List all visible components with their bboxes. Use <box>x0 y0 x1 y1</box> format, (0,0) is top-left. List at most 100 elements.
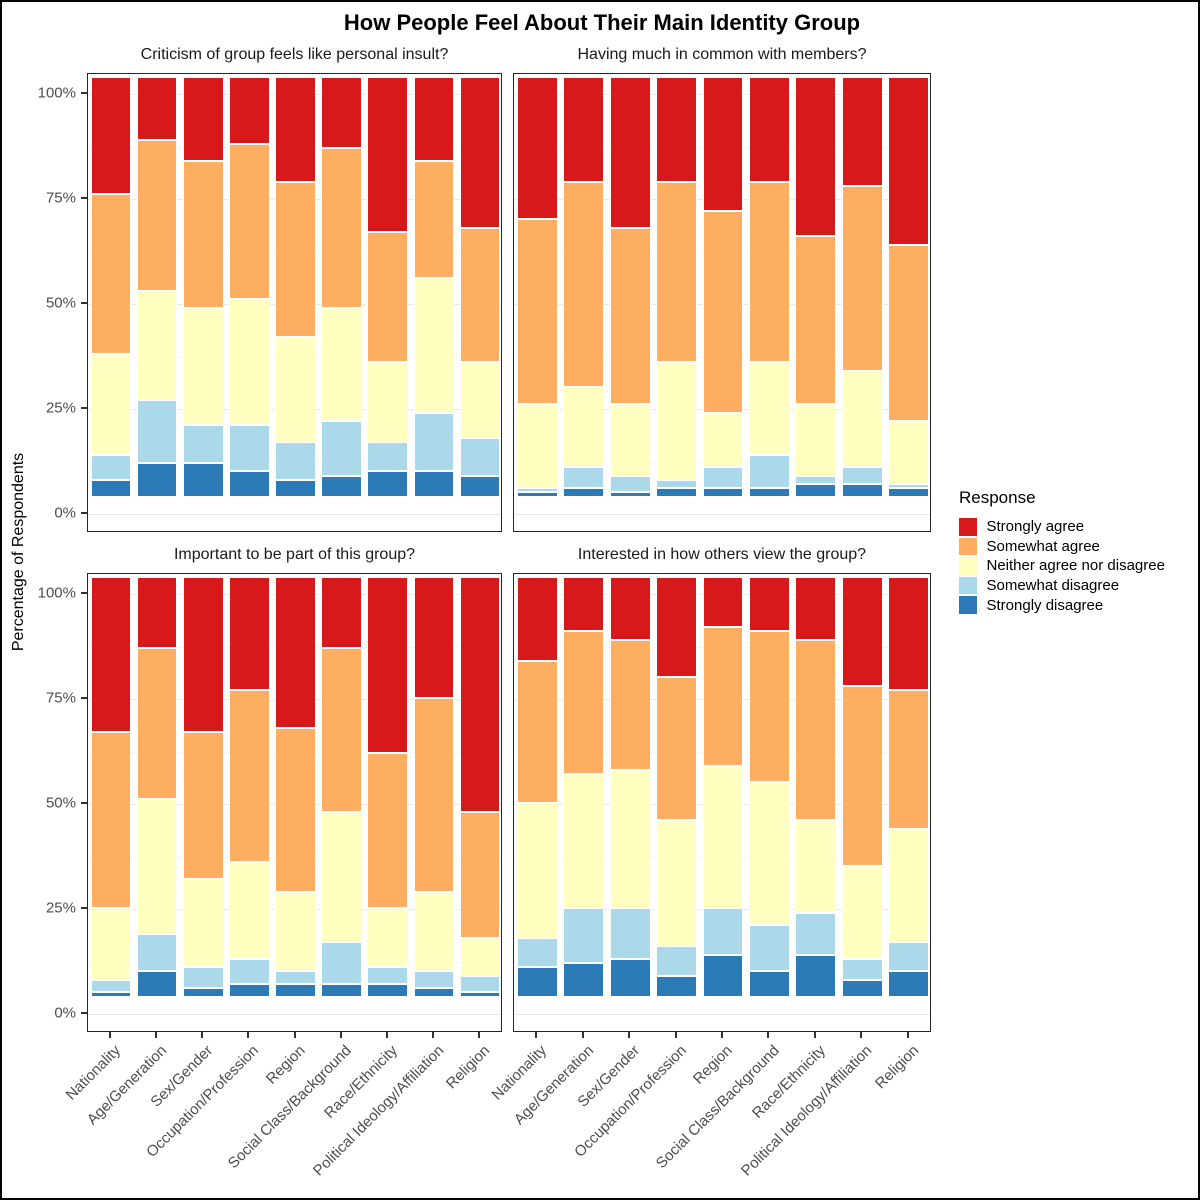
bar-sex-gender <box>609 74 651 514</box>
y-tick-mark <box>81 592 87 594</box>
x-tick-label-region: Region <box>690 1042 737 1088</box>
segment-somewhat-agree <box>229 689 270 863</box>
segment-somewhat-disagree <box>795 475 837 484</box>
segment-somewhat-agree <box>321 147 362 308</box>
bar-sex-gender <box>182 574 224 1014</box>
segment-strongly-agree <box>609 576 651 640</box>
segment-somewhat-disagree <box>136 933 178 972</box>
legend-swatch-strongly-disagree <box>959 596 977 614</box>
bar-political-ideology-affiliation <box>841 74 883 514</box>
segment-somewhat-agree <box>563 181 605 388</box>
segment-somewhat-agree <box>136 139 178 291</box>
segment-neither-agree-nor-disagree <box>136 290 178 400</box>
segment-strongly-disagree <box>841 979 883 997</box>
segment-somewhat-disagree <box>459 437 501 476</box>
x-tick-mark <box>247 1032 250 1038</box>
segment-strongly-agree <box>795 576 837 640</box>
bar-race-ethnicity <box>367 574 408 1014</box>
x-tick-mark <box>201 1032 204 1038</box>
x-tick-mark <box>339 1032 342 1038</box>
x-tick-mark <box>155 1032 158 1038</box>
segment-somewhat-agree <box>136 647 178 800</box>
segment-somewhat-agree <box>367 231 408 363</box>
segment-neither-agree-nor-disagree <box>413 278 455 413</box>
segment-somewhat-agree <box>702 626 744 766</box>
segment-strongly-agree <box>563 576 605 632</box>
bar-political-ideology-affiliation <box>413 74 455 514</box>
segment-strongly-disagree <box>749 971 790 997</box>
segment-strongly-agree <box>656 76 697 182</box>
segment-neither-agree-nor-disagree <box>609 769 651 909</box>
panel-title-interested-in-how-others-view-the-group: Interested in how others view the group? <box>577 546 867 563</box>
segment-neither-agree-nor-disagree <box>321 307 362 421</box>
segment-neither-agree-nor-disagree <box>702 765 744 909</box>
y-tick-mark <box>81 802 87 804</box>
segment-neither-agree-nor-disagree <box>795 404 837 476</box>
segment-somewhat-agree <box>702 210 744 413</box>
panel-having-much-in-common-with-members <box>513 73 931 532</box>
bar-occupation-profession <box>656 574 697 1014</box>
segment-somewhat-disagree <box>841 467 883 484</box>
segment-somewhat-agree <box>275 727 316 892</box>
legend-items: Strongly agree Somewhat agree Neither agre… <box>948 517 1165 615</box>
y-tick-label-0: 0% <box>54 1004 76 1022</box>
x-tick-mark <box>860 1032 863 1038</box>
legend-swatch-neither-agree-nor-disagree <box>959 557 977 575</box>
segment-neither-agree-nor-disagree <box>656 820 697 947</box>
segment-somewhat-disagree <box>182 967 224 989</box>
segment-strongly-agree <box>656 576 697 678</box>
bar-nationality <box>516 574 558 1014</box>
segment-neither-agree-nor-disagree <box>90 908 132 980</box>
bar-occupation-profession <box>229 574 270 1014</box>
bar-sex-gender <box>609 574 651 1014</box>
segment-strongly-disagree <box>888 971 930 997</box>
segment-somewhat-disagree <box>413 412 455 472</box>
segment-neither-agree-nor-disagree <box>459 362 501 438</box>
bar-social-class-background <box>321 74 362 514</box>
legend-label: Neither agree nor disagree <box>986 557 1165 575</box>
segment-somewhat-disagree <box>321 941 362 984</box>
segment-somewhat-disagree <box>609 908 651 959</box>
y-tick-mark <box>81 907 87 909</box>
y-tick-mark <box>81 407 87 409</box>
segment-strongly-disagree <box>136 971 178 997</box>
bar-age-generation <box>136 574 178 1014</box>
bar-region <box>702 574 744 1014</box>
x-tick-mark <box>385 1032 388 1038</box>
legend-label: Somewhat agree <box>986 537 1100 555</box>
segment-somewhat-disagree <box>749 925 790 972</box>
segment-somewhat-agree <box>888 244 930 421</box>
segment-somewhat-disagree <box>275 441 316 480</box>
bar-religion <box>888 574 930 1014</box>
segment-somewhat-disagree <box>841 958 883 980</box>
segment-somewhat-agree <box>516 219 558 405</box>
x-tick-mark <box>813 1032 816 1038</box>
segment-strongly-disagree <box>229 471 270 497</box>
segment-neither-agree-nor-disagree <box>459 937 501 976</box>
segment-strongly-disagree <box>656 975 697 997</box>
segment-strongly-disagree <box>275 983 316 997</box>
y-tick-mark <box>81 512 87 514</box>
bar-race-ethnicity <box>367 74 408 514</box>
segment-strongly-agree <box>136 76 178 140</box>
legend-swatch-somewhat-disagree <box>959 576 977 595</box>
segment-strongly-disagree <box>795 483 837 497</box>
panel-title-important-to-be-part-of-this-group: Important to be part of this group? <box>173 546 416 563</box>
segment-neither-agree-nor-disagree <box>136 799 178 934</box>
segment-strongly-agree <box>516 76 558 220</box>
y-tick-label-50: 50% <box>45 294 76 312</box>
segment-somewhat-agree <box>229 143 270 300</box>
segment-neither-agree-nor-disagree <box>90 353 132 455</box>
bar-age-generation <box>563 74 605 514</box>
segment-strongly-agree <box>749 76 790 182</box>
legend-swatch-somewhat-agree <box>959 537 977 556</box>
segment-neither-agree-nor-disagree <box>563 773 605 909</box>
segment-somewhat-agree <box>656 677 697 821</box>
segment-somewhat-agree <box>182 731 224 879</box>
chart-title: How People Feel About Their Main Identit… <box>343 10 861 35</box>
segment-strongly-disagree <box>136 462 178 497</box>
x-tick-mark <box>431 1032 434 1038</box>
bar-nationality <box>516 74 558 514</box>
segment-strongly-agree <box>459 576 501 812</box>
segment-strongly-agree <box>90 76 132 195</box>
